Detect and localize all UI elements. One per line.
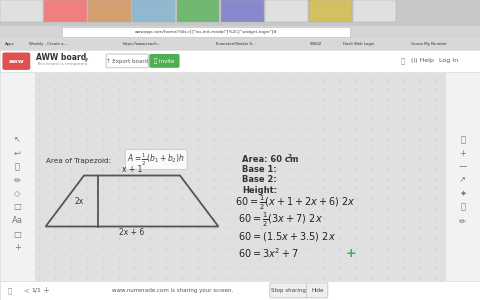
Text: (i) Help: (i) Help <box>411 58 434 63</box>
Text: 🔒: 🔒 <box>8 287 12 294</box>
Text: Area of Trapezoid:: Area of Trapezoid: <box>46 158 111 164</box>
Text: 🔎: 🔎 <box>15 162 20 171</box>
Text: Area: 60 cm: Area: 60 cm <box>242 155 299 164</box>
Text: ↗: ↗ <box>459 176 466 184</box>
Text: Hide: Hide <box>311 288 324 293</box>
FancyBboxPatch shape <box>307 283 328 298</box>
Bar <box>353 0 396 22</box>
Text: 👤 Invite: 👤 Invite <box>154 58 174 64</box>
Bar <box>0 38 480 50</box>
Bar <box>265 0 308 22</box>
Bar <box>309 0 352 22</box>
Bar <box>132 0 175 22</box>
Text: 1/1: 1/1 <box>31 288 41 293</box>
Text: aww: aww <box>9 59 24 64</box>
Text: AWW board: AWW board <box>36 53 86 62</box>
Text: ↖: ↖ <box>14 135 21 144</box>
Text: +: + <box>459 148 466 158</box>
Bar <box>177 0 219 22</box>
Text: <: < <box>24 287 29 293</box>
Bar <box>0 50 480 72</box>
Text: ✏: ✏ <box>14 176 21 184</box>
Text: ✦: ✦ <box>459 189 466 198</box>
Text: $60 = (1.5x+3.5)\ 2x$: $60 = (1.5x+3.5)\ 2x$ <box>238 230 336 243</box>
FancyBboxPatch shape <box>106 54 148 68</box>
Text: $60 = \frac{1}{2}(x+1+2x+6)\ 2x$: $60 = \frac{1}{2}(x+1+2x+6)\ 2x$ <box>235 194 356 211</box>
Text: +: + <box>42 286 49 295</box>
Bar <box>0 26 480 38</box>
Text: Base 2:: Base 2: <box>242 176 277 184</box>
Text: $60 = 3x^2 + 7$: $60 = 3x^2 + 7$ <box>238 247 299 260</box>
Text: Stop sharing: Stop sharing <box>271 288 306 293</box>
Text: +: + <box>14 243 21 252</box>
Bar <box>44 0 87 22</box>
Text: +: + <box>346 247 356 260</box>
Text: Height:: Height: <box>242 186 277 195</box>
Text: x + 1: x + 1 <box>122 165 142 174</box>
Bar <box>0 72 35 280</box>
Bar <box>0 0 43 22</box>
FancyBboxPatch shape <box>270 283 307 298</box>
Text: www.numerade.com is sharing your screen.: www.numerade.com is sharing your screen. <box>112 288 233 293</box>
Bar <box>0 0 480 26</box>
Text: —: — <box>458 162 467 171</box>
Text: Weebly - Create a...: Weebly - Create a... <box>29 42 68 46</box>
Bar <box>88 0 131 22</box>
FancyBboxPatch shape <box>149 54 180 68</box>
Text: ✏: ✏ <box>459 216 466 225</box>
Text: $60 = \frac{1}{2}(3x+7)\ 2x$: $60 = \frac{1}{2}(3x+7)\ 2x$ <box>238 211 323 229</box>
Text: Evanston/Skokie S...: Evanston/Skokie S... <box>216 42 256 46</box>
Text: 2: 2 <box>288 154 292 158</box>
Text: ↩: ↩ <box>14 148 21 158</box>
FancyBboxPatch shape <box>2 52 30 70</box>
Text: Dash Web Login: Dash Web Login <box>343 42 375 46</box>
Text: SISKI2: SISKI2 <box>310 42 323 46</box>
Bar <box>35 72 445 280</box>
Text: Log In: Log In <box>439 58 458 63</box>
Text: Aa: Aa <box>12 216 23 225</box>
Text: ↑ Export board: ↑ Export board <box>106 58 148 64</box>
Text: □: □ <box>13 202 21 211</box>
Text: awwapp.com/home/?dis=[]"no-init-modal"[%2C["widget-login"]#: awwapp.com/home/?dis=[]"no-init-modal"[%… <box>135 30 278 34</box>
Text: ◇: ◇ <box>14 189 21 198</box>
Bar <box>221 0 264 22</box>
Text: □: □ <box>13 230 21 238</box>
Bar <box>445 72 480 280</box>
Text: $A = \frac{1}{2}(b_1 + b_2)h$: $A = \frac{1}{2}(b_1 + b_2)h$ <box>127 152 185 168</box>
Text: 2x + 6: 2x + 6 <box>120 228 144 237</box>
Text: https://www.teach...: https://www.teach... <box>123 42 161 46</box>
Text: This board is temporary: This board is temporary <box>36 62 88 67</box>
Bar <box>62 27 350 37</box>
Text: Guess My Number: Guess My Number <box>411 42 447 46</box>
Text: Base 1:: Base 1: <box>242 165 277 174</box>
Bar <box>0 280 480 300</box>
Text: Apps: Apps <box>5 42 14 46</box>
Text: 🔔: 🔔 <box>401 58 405 64</box>
Text: 👁: 👁 <box>460 135 465 144</box>
Text: ▼: ▼ <box>84 58 88 63</box>
Text: ⬛: ⬛ <box>460 202 465 211</box>
Text: 2x: 2x <box>74 196 84 206</box>
